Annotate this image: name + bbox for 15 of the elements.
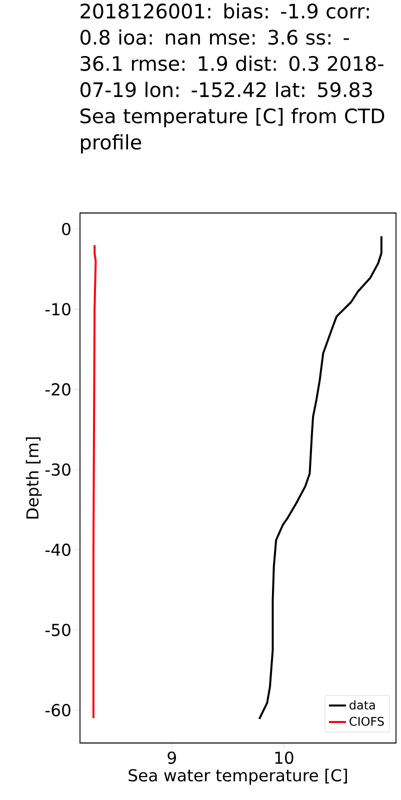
y-tick-label: -60 [45,704,70,716]
y-tick-label: -30 [45,463,70,476]
y-tick-label: -50 [45,624,70,636]
y-tick-label: 0 [62,222,70,236]
x-axis-title: Sea water temperature [C] [128,768,347,785]
line-series [92,244,97,720]
x-tick-label: 10 [275,752,294,764]
chart-title: 2018126001: bias: -1.9 corr: 0.8 ioa: nan mse: 3.6 ss: -36.1 rmse: 1.9 dist: 0.3 2018-07-19 lon: -152.42 lat: 59.83 Sea temperature [C] from CTD profile [80,3,384,154]
x-tick-label: 9 [168,752,176,764]
y-tick-label: -10 [45,302,70,316]
y-tick-label: -40 [45,544,70,556]
y-tick-label: -20 [45,383,70,396]
legend-label: data [350,700,375,710]
y-axis-title: Depth [m] [26,437,42,518]
legend-label: CIOFS [350,716,384,726]
